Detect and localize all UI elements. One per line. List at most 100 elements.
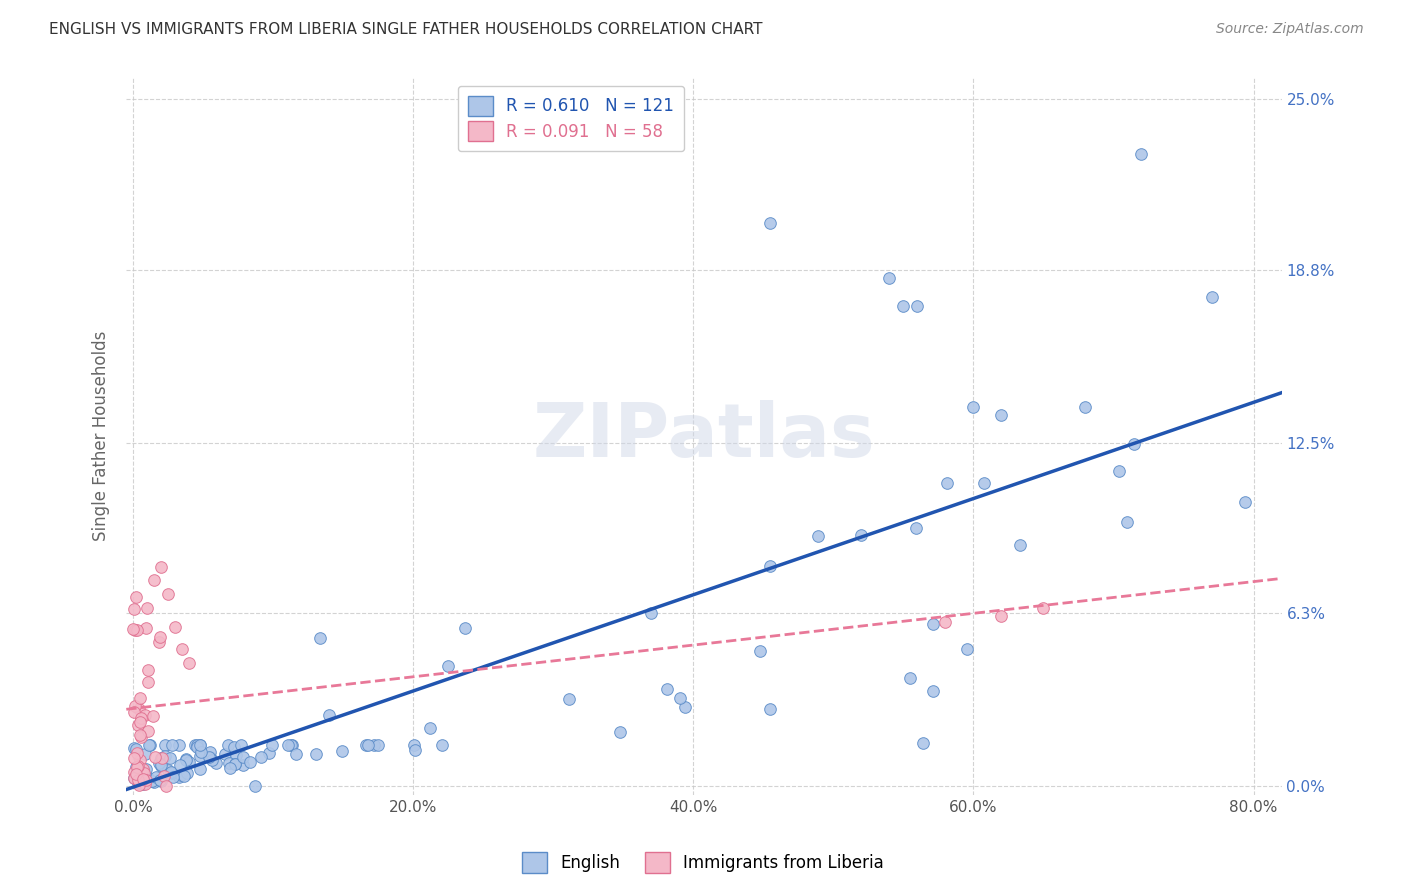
Point xyxy=(363,738,385,752)
Point xyxy=(748,644,770,658)
Point xyxy=(898,671,921,685)
Point xyxy=(152,769,174,783)
Point xyxy=(141,774,163,789)
Point xyxy=(155,779,177,793)
Point xyxy=(165,620,187,634)
Point xyxy=(198,749,221,764)
Point xyxy=(129,769,152,783)
Point xyxy=(201,753,224,767)
Point xyxy=(419,721,441,735)
Point xyxy=(136,771,159,785)
Point xyxy=(148,756,170,771)
Point xyxy=(921,684,943,698)
Point xyxy=(125,741,148,756)
Point xyxy=(150,751,173,765)
Point xyxy=(224,757,246,772)
Point xyxy=(128,701,150,715)
Point xyxy=(134,766,156,780)
Point xyxy=(1122,436,1144,450)
Point xyxy=(167,770,190,784)
Point xyxy=(893,299,915,313)
Point xyxy=(188,762,211,776)
Point xyxy=(879,271,901,285)
Point xyxy=(125,767,148,781)
Point xyxy=(177,756,200,770)
Point xyxy=(304,747,326,761)
Point xyxy=(142,709,165,723)
Point xyxy=(454,621,477,635)
Point xyxy=(122,622,145,636)
Point xyxy=(174,752,197,766)
Point xyxy=(609,725,631,739)
Point xyxy=(136,675,159,690)
Point xyxy=(912,736,935,750)
Point xyxy=(655,682,678,697)
Point xyxy=(129,728,152,742)
Point xyxy=(143,750,166,764)
Point xyxy=(139,738,162,752)
Point xyxy=(367,738,389,752)
Point xyxy=(134,708,156,723)
Point xyxy=(956,641,979,656)
Point xyxy=(127,759,149,773)
Point xyxy=(122,601,145,615)
Point xyxy=(160,765,183,780)
Point xyxy=(141,774,163,789)
Point xyxy=(990,409,1012,423)
Point xyxy=(759,216,782,230)
Point xyxy=(122,771,145,785)
Point xyxy=(1116,515,1139,529)
Point xyxy=(759,702,782,716)
Point xyxy=(150,758,173,772)
Point xyxy=(132,777,155,791)
Point xyxy=(198,749,221,764)
Point xyxy=(205,756,228,770)
Point xyxy=(922,617,945,632)
Point xyxy=(176,766,198,780)
Point xyxy=(669,690,692,705)
Point xyxy=(673,700,696,714)
Point xyxy=(188,738,211,752)
Point xyxy=(354,738,377,752)
Point xyxy=(257,746,280,760)
Point xyxy=(430,738,453,752)
Point xyxy=(149,630,172,644)
Point xyxy=(558,691,581,706)
Point xyxy=(145,770,167,784)
Point xyxy=(225,747,247,762)
Point xyxy=(155,738,177,752)
Point xyxy=(129,753,152,767)
Point xyxy=(188,748,211,763)
Point xyxy=(849,527,872,541)
Point xyxy=(173,769,195,783)
Point xyxy=(214,747,236,761)
Point xyxy=(1130,147,1153,161)
Point xyxy=(184,738,207,752)
Point xyxy=(1108,464,1130,478)
Point xyxy=(217,738,239,752)
Point xyxy=(1074,401,1097,415)
Point xyxy=(280,738,302,752)
Point xyxy=(125,760,148,774)
Point xyxy=(186,738,208,752)
Point xyxy=(188,738,211,752)
Point xyxy=(136,723,159,738)
Point xyxy=(122,741,145,756)
Point xyxy=(127,776,149,790)
Point xyxy=(132,772,155,786)
Point xyxy=(122,706,145,720)
Text: ENGLISH VS IMMIGRANTS FROM LIBERIA SINGLE FATHER HOUSEHOLDS CORRELATION CHART: ENGLISH VS IMMIGRANTS FROM LIBERIA SINGL… xyxy=(49,22,762,37)
Point xyxy=(125,590,148,604)
Point xyxy=(134,764,156,779)
Point xyxy=(222,739,245,754)
Point xyxy=(169,757,191,772)
Point xyxy=(190,745,212,759)
Point xyxy=(134,776,156,790)
Point xyxy=(404,743,426,757)
Point xyxy=(152,751,174,765)
Point xyxy=(129,715,152,730)
Point xyxy=(136,600,159,615)
Point xyxy=(157,763,180,777)
Point xyxy=(1032,600,1054,615)
Point xyxy=(357,738,380,752)
